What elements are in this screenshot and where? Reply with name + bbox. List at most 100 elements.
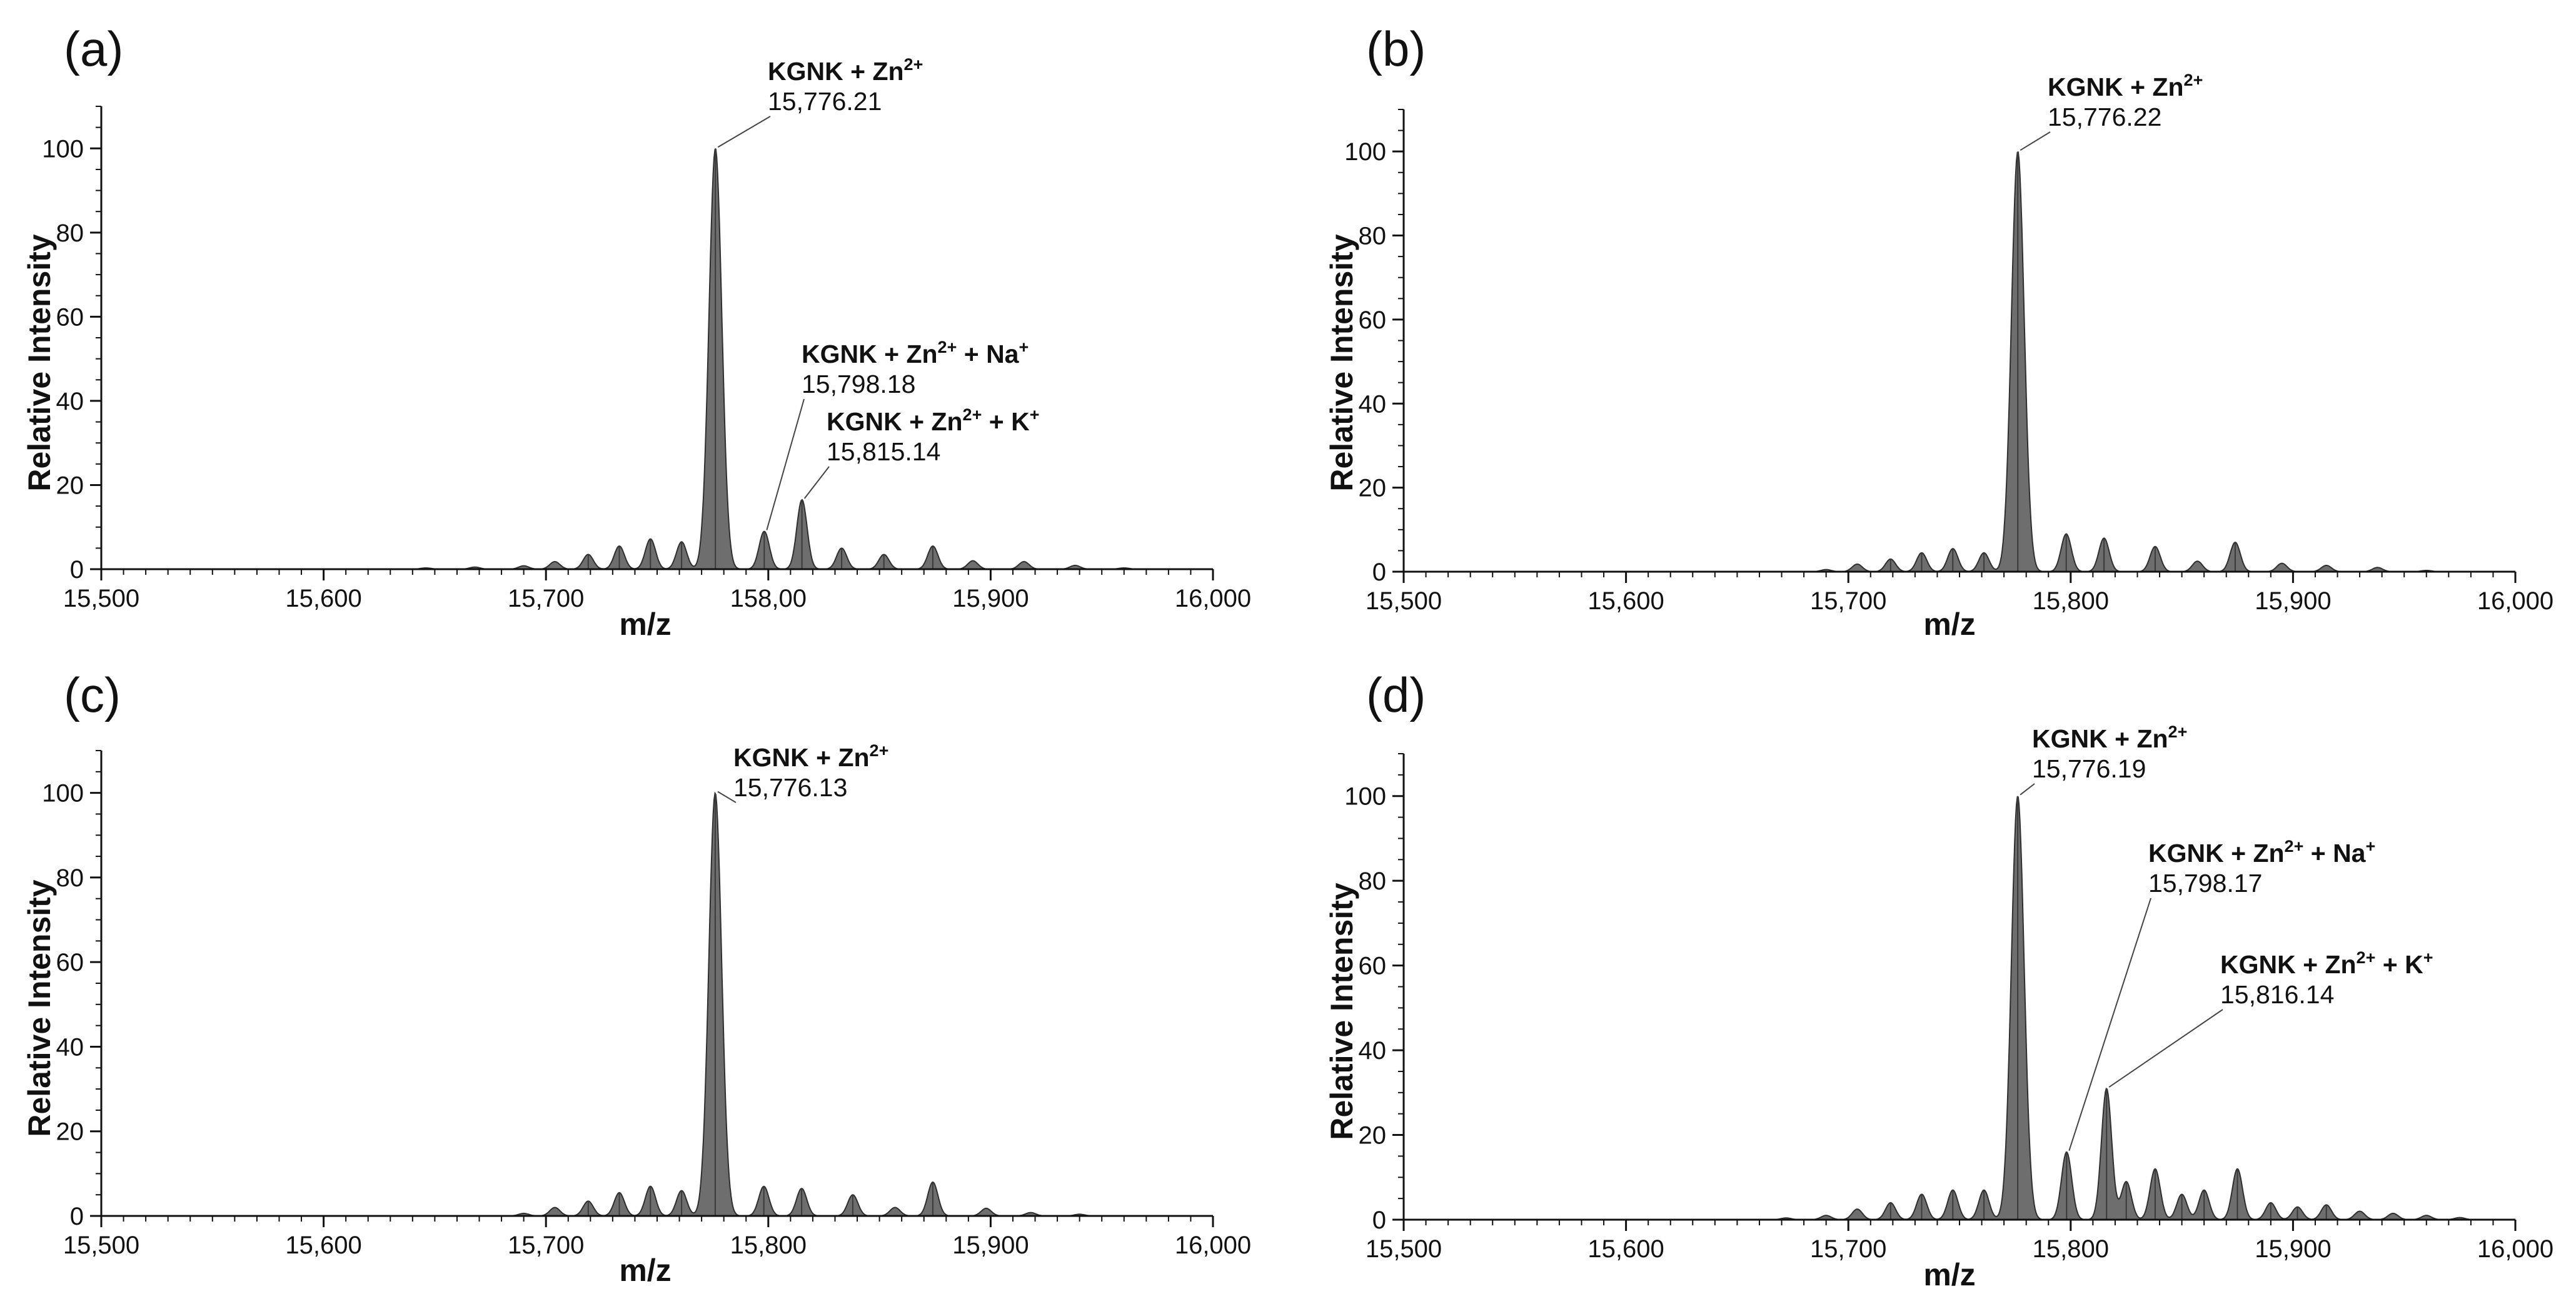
x-tick-label: 15,500 [63, 1232, 139, 1259]
x-tick-label: 15,800 [730, 1232, 807, 1259]
x-tick-label: 158,00 [730, 585, 807, 612]
x-tick-label: 15,600 [1587, 587, 1664, 615]
leader-line [2020, 131, 2051, 151]
leader-line [2020, 783, 2035, 796]
axes [90, 750, 1214, 1227]
axes [1392, 109, 2517, 583]
x-tick-label: 15,800 [2033, 1235, 2109, 1263]
y-tick-label: 20 [1359, 475, 1387, 502]
tick-labels: 15,500 15,600 15,700 15,800 15,900 16,000 0 20 4… [1344, 138, 2553, 615]
tick-labels: 15,500 15,600 15,700 15,800 15,900 16,000 0 20 4… [42, 780, 1251, 1259]
y-tick-label: 60 [56, 303, 84, 331]
panel-d: (d) 15,500 15,600 15,700 15,800 15,900 16,000… [1324, 667, 2553, 1292]
y-tick-label: 20 [1359, 1122, 1387, 1150]
leader-line [717, 116, 771, 148]
peak-label-value: 15,815.14 [827, 437, 940, 466]
x-axis-title: m/z [1923, 607, 1975, 642]
x-tick-label: 15,900 [952, 1232, 1029, 1259]
y-tick-label: 100 [42, 135, 84, 163]
y-axis-title: Relative Intensity [22, 879, 57, 1136]
x-tick-label: 15,500 [1366, 1235, 1442, 1263]
peak-annotations: KGNK + Zn2+15,776.22 [2020, 71, 2203, 151]
x-tick-label: 16,000 [1175, 1232, 1251, 1259]
y-tick-label: 20 [56, 1118, 84, 1146]
y-tick-label: 40 [56, 1033, 84, 1061]
x-tick-label: 15,900 [2255, 587, 2331, 615]
peak-label-value: 15,798.17 [2148, 869, 2262, 898]
leader-line [803, 466, 830, 499]
x-tick-label: 16,000 [1175, 585, 1251, 612]
y-tick-label: 40 [1359, 1037, 1387, 1065]
y-tick-label: 0 [70, 556, 84, 584]
peak-annotations: KGNK + Zn2+15,776.13 [717, 741, 888, 803]
y-tick-label: 60 [1359, 306, 1387, 334]
peak-label-name: KGNK + Zn2+ [733, 741, 888, 772]
peak-label-value: 15,798.18 [802, 370, 915, 398]
axes [90, 106, 1214, 580]
panel-b: (b) 15,500 15,600 15,700 15,800 15,900 16,000… [1324, 21, 2553, 642]
peak-label-value: 15,776.21 [768, 87, 882, 116]
y-tick-label: 0 [1372, 559, 1386, 586]
leader-line [2108, 1009, 2223, 1088]
y-tick-label: 100 [1344, 138, 1386, 166]
y-tick-label: 40 [56, 388, 84, 415]
peak-label-value: 15,776.22 [2048, 103, 2161, 131]
y-tick-label: 100 [1344, 783, 1386, 811]
y-tick-label: 80 [56, 864, 84, 892]
axes [1392, 753, 2517, 1231]
x-tick-label: 15,600 [1587, 1235, 1664, 1263]
x-axis-title: m/z [1923, 1257, 1975, 1292]
peak-label-name: KGNK + Zn2+ + K+ [2220, 948, 2433, 979]
x-tick-label: 15,700 [508, 585, 584, 612]
y-tick-label: 60 [56, 949, 84, 976]
y-tick-label: 0 [70, 1203, 84, 1230]
peak-label-value: 15,776.13 [733, 773, 847, 802]
x-tick-label: 15,600 [285, 1232, 361, 1259]
y-tick-label: 60 [1359, 953, 1387, 980]
peak-label-value: 15,816.14 [2220, 980, 2334, 1009]
x-axis-title: m/z [619, 1253, 671, 1288]
y-axis-title: Relative Intensity [1324, 234, 1359, 491]
y-tick-label: 80 [56, 220, 84, 247]
y-axis-title: Relative Intensity [22, 234, 57, 491]
x-tick-label: 16,000 [2477, 1235, 2553, 1263]
panel-c: (c) 15,500 15,600 15,700 15,800 15,900 16,000… [22, 667, 1251, 1288]
tick-labels: 15,500 15,600 15,700 15,800 15,900 16,000 0 20 4… [1344, 783, 2553, 1263]
y-tick-label: 80 [1359, 223, 1387, 250]
panel-label: (b) [1366, 21, 1426, 76]
y-tick-label: 100 [42, 780, 84, 807]
peak-label-name: KGNK + Zn2+ [2032, 722, 2187, 753]
leader-line [717, 791, 737, 803]
x-tick-label: 16,000 [2477, 587, 2553, 615]
peak-label-name: KGNK + Zn2+ + K+ [827, 405, 1039, 436]
peak-label-name: KGNK + Zn2+ + Na+ [2148, 837, 2375, 868]
leader-line [2068, 898, 2151, 1151]
leader-line [766, 398, 805, 530]
peak-label-name: KGNK + Zn2+ [2048, 71, 2203, 101]
x-tick-label: 15,500 [63, 585, 139, 612]
x-tick-label: 15,800 [2033, 587, 2109, 615]
x-tick-label: 15,500 [1366, 587, 1442, 615]
peak-label-value: 15,776.19 [2032, 754, 2146, 783]
x-tick-label: 15,600 [285, 585, 361, 612]
panel-label: (a) [64, 21, 123, 76]
panel-label: (d) [1366, 667, 1426, 722]
peak-label-name: KGNK + Zn2+ [768, 55, 923, 86]
x-tick-label: 15,700 [1810, 1235, 1886, 1263]
y-tick-label: 20 [56, 472, 84, 499]
y-tick-label: 0 [1372, 1207, 1386, 1234]
x-tick-label: 15,700 [508, 1232, 584, 1259]
x-tick-label: 15,900 [2255, 1235, 2331, 1263]
y-axis-title: Relative Intensity [1324, 883, 1359, 1140]
x-axis-title: m/z [619, 607, 671, 642]
x-tick-label: 15,900 [952, 585, 1029, 612]
y-tick-label: 80 [1359, 868, 1387, 895]
tick-labels: 15,500 15,600 15,700 158,00 15,900 16,000 0 20 4… [42, 135, 1251, 612]
panel-label: (c) [64, 667, 121, 722]
peak-label-name: KGNK + Zn2+ + Na+ [802, 338, 1029, 368]
y-tick-label: 40 [1359, 390, 1387, 418]
panel-a: (a) 15,500 15,600 15,700 158,00 15,900 16,000… [22, 21, 1251, 642]
